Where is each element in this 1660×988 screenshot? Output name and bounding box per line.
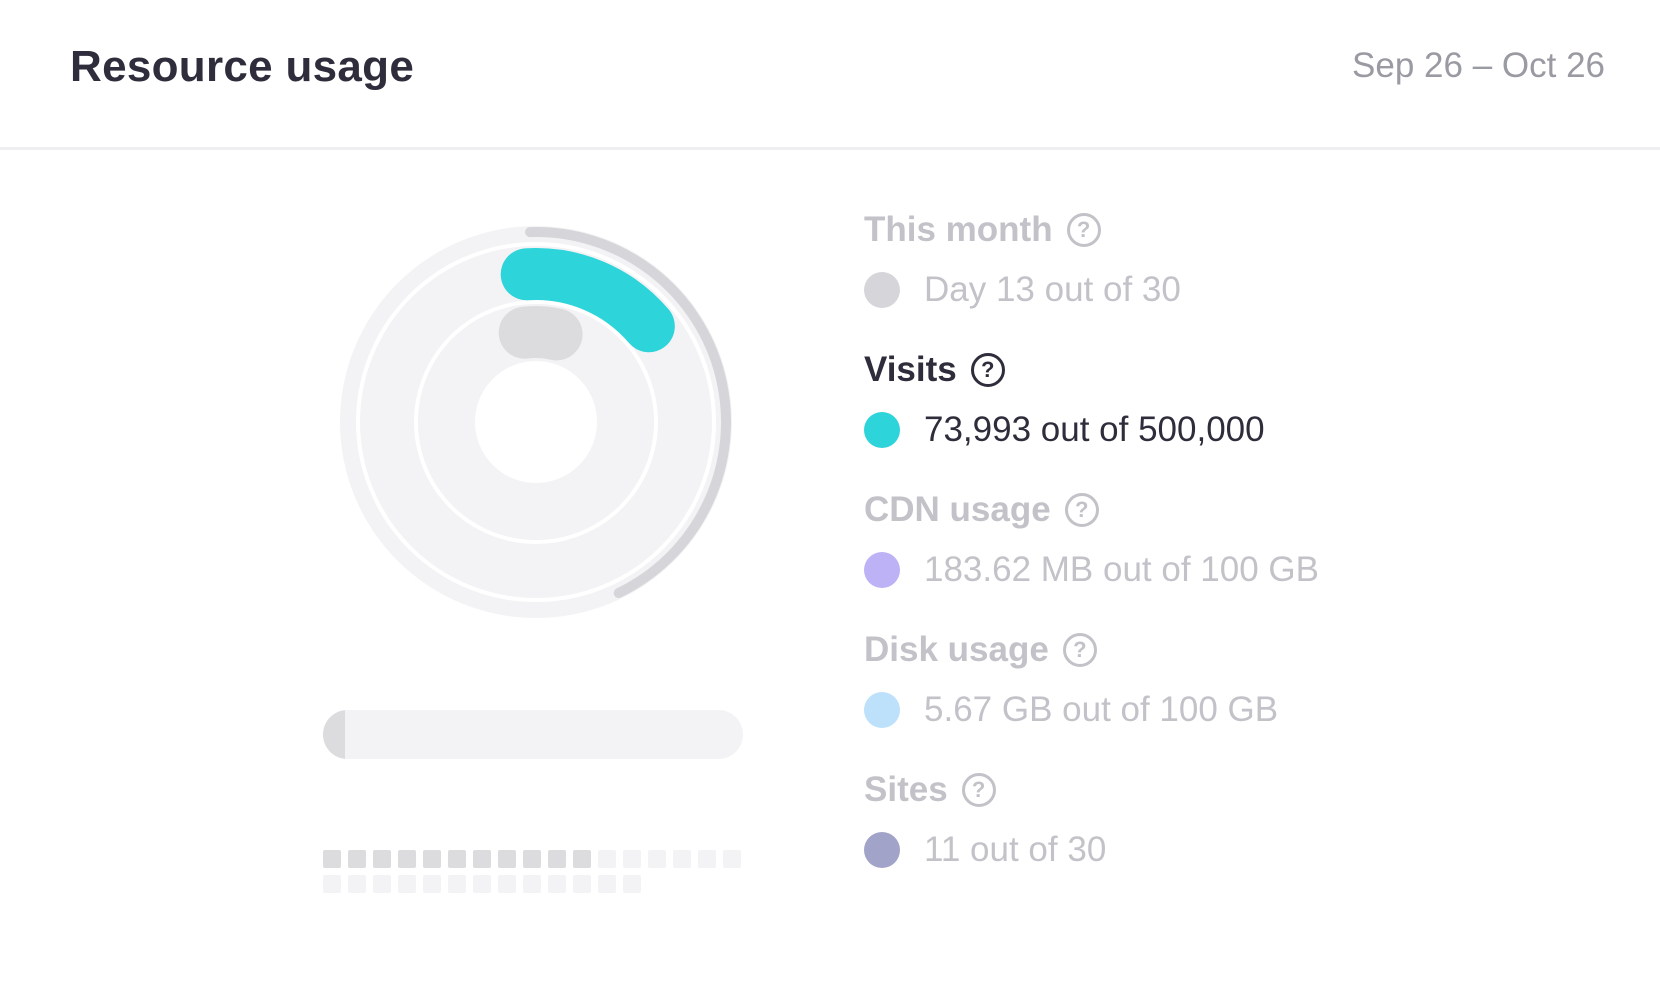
site-cell-used bbox=[573, 850, 591, 868]
page-title: Resource usage bbox=[70, 42, 415, 91]
legend-value-row: 183.62 MB out of 100 GB bbox=[864, 545, 1319, 595]
site-cell-used bbox=[523, 850, 541, 868]
site-cell-used bbox=[348, 850, 366, 868]
disk-usage-label: Disk usage bbox=[864, 630, 1049, 669]
site-cell-available bbox=[723, 850, 741, 868]
legend-value-row: 5.67 GB out of 100 GB bbox=[864, 685, 1278, 735]
disk-ring-progress bbox=[498, 306, 583, 361]
site-cell-used bbox=[398, 850, 416, 868]
legend-value-row: 11 out of 30 bbox=[864, 825, 1106, 875]
legend-item-sites[interactable]: Sites ? 11 out of 30 bbox=[864, 765, 1564, 905]
usage-rings-chart[interactable] bbox=[332, 218, 740, 626]
ring-separator bbox=[356, 242, 716, 602]
legend-item-this-month[interactable]: This month ? Day 13 out of 30 bbox=[864, 205, 1564, 345]
site-cell-available bbox=[673, 850, 691, 868]
month-ring-progress bbox=[525, 227, 731, 599]
cdn-usage-label: CDN usage bbox=[864, 490, 1051, 529]
site-cell-used bbox=[473, 850, 491, 868]
site-cell-used bbox=[423, 850, 441, 868]
site-cell-available bbox=[548, 875, 566, 893]
site-cell-available bbox=[348, 875, 366, 893]
site-cell-available bbox=[648, 850, 666, 868]
ring-separator bbox=[414, 300, 658, 544]
legend-label-row: Disk usage ? bbox=[864, 625, 1097, 675]
question-circle-icon[interactable]: ? bbox=[961, 773, 996, 807]
this-month-color-dot bbox=[864, 272, 900, 308]
legend-label-row: Visits ? bbox=[864, 345, 1005, 395]
site-cell-available bbox=[598, 850, 616, 868]
cdn-usage-bar-fill bbox=[323, 710, 345, 759]
cdn-usage-value: 183.62 MB out of 100 GB bbox=[924, 550, 1319, 589]
site-cell-available bbox=[698, 850, 716, 868]
site-cell-available bbox=[398, 875, 416, 893]
visits-color-dot bbox=[864, 412, 900, 448]
site-cell-available bbox=[573, 875, 591, 893]
site-cell-used bbox=[448, 850, 466, 868]
legend-label-row: CDN usage ? bbox=[864, 485, 1099, 535]
site-cell-available bbox=[423, 875, 441, 893]
legend-value-row: 73,993 out of 500,000 bbox=[864, 405, 1265, 455]
disk-usage-color-dot bbox=[864, 692, 900, 728]
site-cell-available bbox=[498, 875, 516, 893]
visits-ring-progress bbox=[500, 248, 675, 353]
legend-value-row: Day 13 out of 30 bbox=[864, 265, 1181, 315]
visits-label: Visits bbox=[864, 350, 957, 389]
legend-label-row: This month ? bbox=[864, 205, 1101, 255]
question-circle-icon[interactable]: ? bbox=[1064, 493, 1099, 527]
question-circle-icon[interactable]: ? bbox=[1066, 213, 1101, 247]
site-cell-available bbox=[473, 875, 491, 893]
legend-item-disk-usage[interactable]: Disk usage ? 5.67 GB out of 100 GB bbox=[864, 625, 1564, 765]
legend-item-visits[interactable]: Visits ? 73,993 out of 500,000 bbox=[864, 345, 1564, 485]
site-cell-available bbox=[523, 875, 541, 893]
rings-center bbox=[475, 361, 597, 483]
site-cell-used bbox=[373, 850, 391, 868]
cdn-usage-bar[interactable] bbox=[323, 710, 743, 759]
site-cell-used bbox=[548, 850, 566, 868]
sites-color-dot bbox=[864, 832, 900, 868]
cdn-usage-color-dot bbox=[864, 552, 900, 588]
sites-value: 11 out of 30 bbox=[924, 830, 1107, 869]
site-cell-available bbox=[623, 875, 641, 893]
question-circle-icon[interactable]: ? bbox=[970, 353, 1005, 387]
legend-item-cdn-usage[interactable]: CDN usage ? 183.62 MB out of 100 GB bbox=[864, 485, 1564, 625]
legend-label-row: Sites ? bbox=[864, 765, 996, 815]
site-cell-available bbox=[323, 875, 341, 893]
card-header: Resource usage Sep 26 – Oct 26 bbox=[0, 0, 1660, 150]
sites-label: Sites bbox=[864, 770, 948, 809]
site-cell-available bbox=[598, 875, 616, 893]
this-month-value: Day 13 out of 30 bbox=[924, 270, 1181, 309]
site-cell-available bbox=[373, 875, 391, 893]
site-cell-available bbox=[448, 875, 466, 893]
disk-usage-value: 5.67 GB out of 100 GB bbox=[924, 690, 1279, 729]
this-month-label: This month bbox=[864, 210, 1053, 249]
site-cell-used bbox=[498, 850, 516, 868]
sites-usage-grid[interactable] bbox=[323, 850, 753, 900]
question-circle-icon[interactable]: ? bbox=[1062, 633, 1097, 667]
billing-period-date-range: Sep 26 – Oct 26 bbox=[1352, 46, 1605, 85]
visits-value: 73,993 out of 500,000 bbox=[924, 410, 1265, 449]
site-cell-used bbox=[323, 850, 341, 868]
site-cell-available bbox=[623, 850, 641, 868]
